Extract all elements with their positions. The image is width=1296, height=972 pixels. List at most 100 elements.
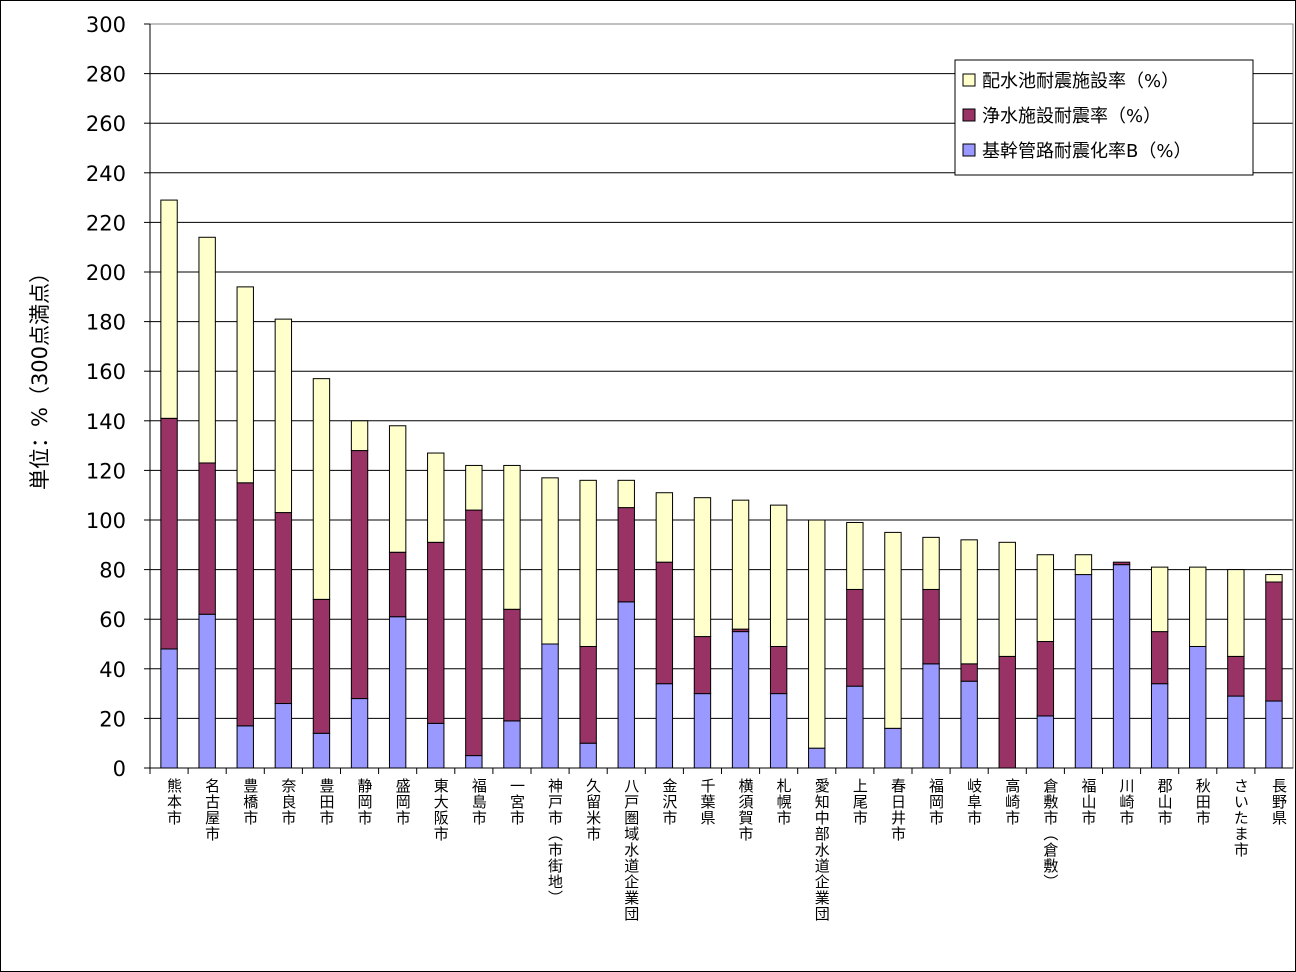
bar-segment [312, 732, 331, 769]
bar-segment [160, 648, 178, 769]
x-tick-label: 高崎市 [1003, 778, 1021, 826]
bar-segment [1265, 574, 1283, 583]
bar-segment [503, 608, 521, 722]
x-tick-label: 福島市 [470, 778, 488, 826]
bar-segment [655, 561, 674, 685]
bar-segment [503, 464, 521, 610]
bar-segment [1112, 561, 1131, 566]
x-tick-label: さいたま市 [1232, 778, 1250, 858]
bar-segment [350, 698, 369, 769]
x-tick-label: 豊田市 [317, 778, 335, 826]
x-tick-label: 金沢市 [660, 778, 678, 826]
bar-segment [846, 521, 864, 590]
x-tick-label: 豊橋市 [241, 778, 259, 826]
x-tick-label: 上尾市 [851, 778, 869, 826]
bar-segment [160, 417, 178, 650]
bar-segment [541, 477, 559, 645]
bar-segment [1112, 564, 1131, 769]
legend-swatch [962, 143, 976, 157]
y-tick-label: 200 [86, 261, 126, 285]
bar-segment [312, 378, 331, 600]
bar-segment [503, 720, 521, 769]
bar-segment [731, 631, 750, 769]
bar-segment [350, 450, 369, 700]
y-axis: 0 20 40 60 80 100 120 140 160 180 200 220 240 260 280 3… [86, 13, 151, 781]
bar-segment [1036, 641, 1055, 717]
y-tick-label: 260 [86, 112, 126, 136]
bar-segment [998, 541, 1016, 657]
bar-segment [846, 685, 864, 769]
bar-segment [350, 420, 369, 452]
x-tick-label: 福岡市 [927, 778, 945, 826]
bar-segment [1227, 655, 1245, 697]
bar-segment [922, 588, 940, 665]
x-tick-label: 千葉県 [698, 778, 716, 826]
x-tick-label: 福山市 [1079, 778, 1097, 826]
bar-segment [427, 541, 445, 724]
bar-segment [1265, 700, 1283, 769]
bar-segment [1265, 581, 1283, 702]
legend-swatch [962, 73, 976, 87]
bar-segment [579, 645, 597, 744]
y-tick-label: 140 [86, 410, 126, 434]
bar-segment [731, 499, 750, 630]
x-tick-label: 倉敷市（倉敷） [1041, 778, 1059, 890]
bar-segment [1189, 645, 1207, 769]
bar-segment [693, 693, 712, 769]
bar-segment [693, 497, 712, 638]
bar-segment [884, 531, 902, 729]
y-tick-label: 0 [113, 757, 126, 781]
x-tick-label: 秋田市 [1194, 778, 1212, 826]
y-tick-label: 240 [86, 162, 126, 186]
bar-segment [655, 492, 674, 563]
bars [160, 199, 1283, 769]
bar-segment [198, 236, 216, 464]
bar-segment [1227, 569, 1245, 657]
bar-segment [1150, 631, 1169, 685]
y-tick-label: 80 [99, 559, 126, 583]
bar-segment [198, 613, 216, 769]
bar-segment [846, 588, 864, 687]
bar-segment [617, 479, 635, 509]
bar-segment [693, 636, 712, 695]
x-tick-label: 札幌市 [775, 778, 793, 826]
bar-segment [1189, 566, 1207, 647]
x-tick-label: 川崎市 [1118, 778, 1136, 826]
bar-segment [388, 425, 407, 553]
bar-segment [388, 551, 407, 618]
legend: 配水池耐震施設率（%） 浄水施設耐震率（%） 基幹管路耐震化率B（%） [954, 59, 1254, 176]
y-tick-label: 280 [86, 63, 126, 87]
x-tick-label: 岐阜市 [965, 778, 983, 826]
bar-segment [922, 536, 940, 590]
x-tick-label: 一宮市 [508, 778, 526, 826]
bar-segment [1227, 695, 1245, 769]
bar-segment [579, 479, 597, 647]
x-tick-label: 神戸市（市街地） [546, 778, 564, 906]
y-tick-label: 100 [86, 509, 126, 533]
y-tick-label: 120 [86, 459, 126, 483]
bar-segment [236, 482, 254, 727]
bar-segment [655, 683, 674, 769]
x-tick-label: 愛知中部水道企業団 [813, 778, 831, 922]
y-tick-label: 20 [99, 707, 126, 731]
y-tick-label: 300 [86, 13, 126, 37]
y-tick-label: 40 [99, 658, 126, 682]
bar-segment [274, 318, 293, 514]
x-tick-label: 久留米市 [584, 778, 602, 842]
x-tick-label: 長野県 [1270, 778, 1288, 826]
bar-segment [1150, 683, 1169, 769]
x-tick-label: 奈良市 [279, 778, 297, 826]
bar-segment [274, 703, 293, 769]
bar-segment [960, 539, 978, 665]
bar-segment [884, 727, 902, 769]
x-tick-label: 春日井市 [889, 778, 907, 842]
bar-segment [427, 452, 445, 543]
bar-segment [236, 725, 254, 769]
bar-segment [617, 507, 635, 603]
x-axis: 熊本市 名古屋市 豊橋市 奈良市 豊田市 静岡市 盛岡市 東大阪市 福島市 一宮市 神戸市（市街地）… [149, 767, 1293, 922]
bar-segment [541, 643, 559, 769]
x-tick-label: 熊本市 [165, 778, 183, 826]
y-tick-label: 160 [86, 360, 126, 384]
bar-segment [808, 747, 826, 769]
